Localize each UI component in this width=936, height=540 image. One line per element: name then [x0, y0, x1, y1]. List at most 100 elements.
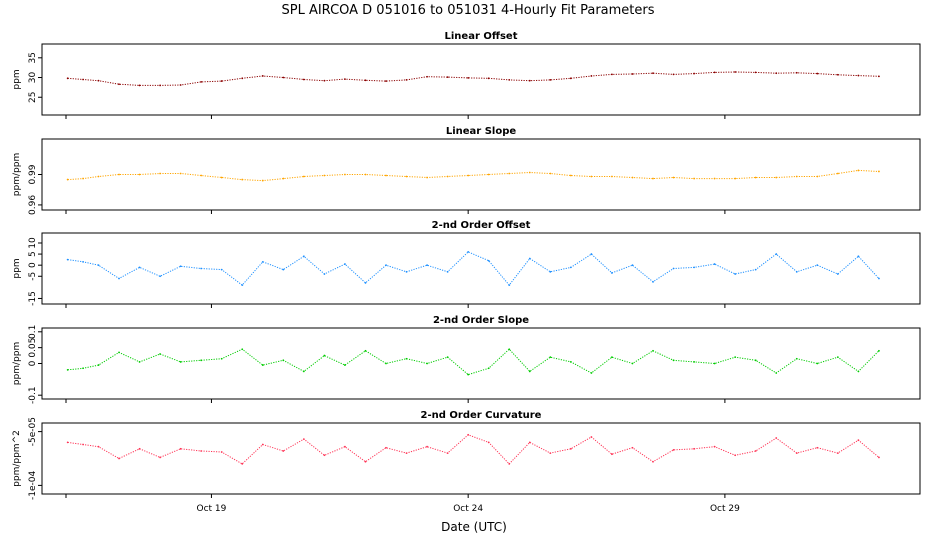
- data-point-2-nd-order-slope: [857, 370, 860, 373]
- data-point-2-nd-order-slope: [836, 356, 839, 359]
- data-point-linear-offset: [446, 76, 449, 79]
- series-line-2-nd-order-offset: [67, 251, 880, 286]
- data-point-2-nd-order-curvature: [159, 456, 161, 459]
- data-point-2-nd-order-curvature: [631, 446, 634, 449]
- data-point-2-nd-order-offset: [672, 267, 675, 270]
- data-point-2-nd-order-offset: [426, 264, 428, 267]
- data-point-linear-slope: [652, 177, 654, 180]
- data-point-2-nd-order-slope: [528, 370, 531, 373]
- data-point-2-nd-order-offset: [569, 266, 572, 269]
- data-point-2-nd-order-slope: [652, 349, 654, 352]
- data-point-2-nd-order-slope: [467, 373, 470, 376]
- data-point-2-nd-order-curvature: [446, 452, 449, 455]
- data-point-2-nd-order-offset: [652, 280, 654, 283]
- plot-frame-linear-offset: [41, 43, 921, 116]
- data-point-linear-slope: [446, 175, 449, 178]
- data-point-linear-slope: [713, 177, 716, 180]
- data-point-linear-slope: [569, 174, 572, 177]
- data-point-linear-offset: [816, 72, 819, 75]
- data-point-2-nd-order-curvature: [754, 450, 757, 452]
- series-line-2-nd-order-slope: [67, 348, 880, 376]
- data-point-linear-slope: [487, 173, 490, 176]
- data-point-2-nd-order-curvature: [611, 453, 613, 456]
- data-point-2-nd-order-offset: [590, 253, 593, 255]
- data-point-2-nd-order-offset: [179, 265, 182, 268]
- data-point-2-nd-order-offset: [775, 253, 778, 255]
- data-point-linear-slope: [549, 172, 552, 175]
- data-point-linear-slope: [261, 179, 264, 182]
- y-axis-label-linear-offset: ppm: [12, 69, 22, 89]
- data-point-linear-offset: [364, 79, 367, 82]
- y-tick-label-2-nd-order-slope: 0.05: [28, 338, 38, 358]
- y-tick-label-linear-offset: 35: [28, 52, 38, 63]
- data-point-linear-offset: [857, 74, 860, 77]
- data-point-2-nd-order-offset: [200, 267, 203, 270]
- data-point-linear-offset: [754, 71, 757, 74]
- data-point-2-nd-order-slope: [590, 372, 593, 374]
- data-point-linear-slope: [302, 175, 305, 178]
- data-point-linear-offset: [611, 73, 613, 76]
- data-point-2-nd-order-slope: [487, 367, 490, 370]
- data-point-2-nd-order-slope: [97, 364, 100, 366]
- data-point-linear-slope: [118, 173, 120, 176]
- data-point-2-nd-order-curvature: [878, 456, 880, 459]
- data-point-2-nd-order-offset: [611, 272, 613, 274]
- data-point-linear-slope: [590, 175, 593, 178]
- y-tick-label-2-nd-order-offset: 5: [28, 251, 38, 257]
- data-point-2-nd-order-slope: [878, 349, 880, 352]
- panel-title-linear-offset: Linear Offset: [445, 31, 518, 42]
- data-point-2-nd-order-offset: [487, 259, 490, 262]
- data-point-2-nd-order-offset: [323, 273, 326, 275]
- data-point-2-nd-order-curvature: [302, 438, 305, 441]
- data-point-linear-offset: [344, 78, 346, 81]
- plot-frame-2-nd-order-slope: [41, 327, 921, 400]
- data-point-2-nd-order-slope: [159, 353, 161, 355]
- data-point-2-nd-order-curvature: [693, 447, 695, 450]
- data-point-2-nd-order-curvature: [569, 447, 572, 450]
- data-point-linear-offset: [590, 75, 593, 77]
- data-point-2-nd-order-offset: [159, 275, 161, 278]
- x-axis-title: Date (UTC): [441, 520, 507, 534]
- data-point-2-nd-order-offset: [878, 277, 880, 280]
- data-point-linear-slope: [323, 174, 326, 177]
- data-point-2-nd-order-offset: [508, 284, 511, 287]
- data-point-2-nd-order-offset: [713, 263, 716, 265]
- data-point-linear-offset: [159, 84, 161, 87]
- data-point-2-nd-order-slope: [138, 361, 141, 363]
- x-tick-label: Oct 24: [453, 504, 483, 514]
- y-axis-label-2-nd-order-curvature: ppm/ppm^2: [12, 430, 22, 487]
- data-point-linear-offset: [836, 73, 839, 76]
- data-point-linear-offset: [138, 84, 141, 87]
- y-tick-label-2-nd-order-offset: -15: [28, 291, 38, 306]
- data-point-2-nd-order-offset: [97, 264, 100, 267]
- data-point-linear-offset: [508, 78, 511, 81]
- x-tick-label: Oct 19: [197, 504, 227, 514]
- figure-title: SPL AIRCOA D 051016 to 051031 4-Hourly F…: [281, 3, 654, 18]
- data-point-linear-offset: [282, 76, 285, 79]
- data-point-2-nd-order-slope: [775, 372, 778, 374]
- data-point-linear-slope: [795, 175, 798, 178]
- plot-frame-2-nd-order-curvature: [41, 422, 921, 495]
- y-axis-label-linear-slope: ppm/ppm: [12, 153, 22, 196]
- data-point-2-nd-order-curvature: [734, 454, 737, 457]
- y-tick-label-2-nd-order-curvature: -1e-04: [28, 471, 38, 500]
- data-point-2-nd-order-slope: [118, 351, 120, 354]
- data-point-2-nd-order-offset: [549, 270, 552, 273]
- y-axis-label-2-nd-order-offset: ppm: [12, 258, 22, 278]
- data-point-2-nd-order-slope: [446, 356, 449, 359]
- panel-title-2-nd-order-curvature: 2-nd Order Curvature: [421, 410, 542, 421]
- data-point-2-nd-order-curvature: [82, 443, 84, 446]
- panel-linear-offset: Linear Offset 25 30 35 ppm: [12, 31, 921, 119]
- panel-linear-slope: Linear Slope 0.96 0.99 ppm/ppm: [12, 126, 921, 215]
- data-point-2-nd-order-offset: [385, 264, 387, 267]
- plot-frame-linear-slope: [41, 138, 921, 211]
- data-point-2-nd-order-offset: [220, 268, 223, 271]
- data-point-linear-slope: [528, 171, 531, 174]
- data-point-linear-slope: [241, 178, 244, 181]
- data-point-linear-offset: [97, 79, 100, 82]
- data-point-2-nd-order-curvature: [282, 450, 285, 452]
- panel-title-2-nd-order-slope: 2-nd Order Slope: [433, 315, 529, 326]
- data-point-2-nd-order-curvature: [836, 452, 839, 455]
- data-point-2-nd-order-curvature: [590, 436, 593, 438]
